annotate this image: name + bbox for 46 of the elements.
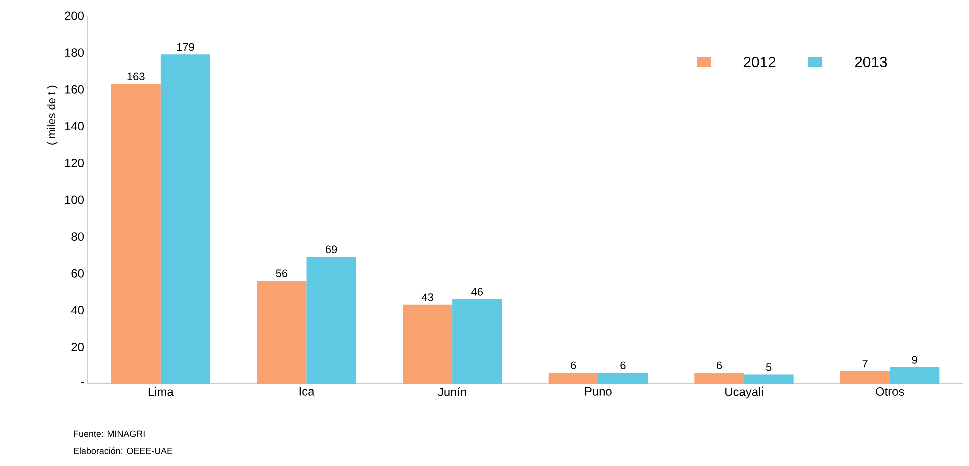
y-tick-label: 40 xyxy=(71,306,84,315)
data-label: 7 xyxy=(862,360,868,368)
data-label: 6 xyxy=(716,362,722,370)
bar xyxy=(306,257,356,384)
x-tick-label: Junín xyxy=(438,388,466,396)
text: Elaboración: OEEE-UAE xyxy=(74,448,173,454)
data-label: 69 xyxy=(326,246,338,254)
y-tick-label: 160 xyxy=(65,85,84,94)
bar xyxy=(694,372,744,384)
bar xyxy=(840,371,890,384)
y-tick-label: 60 xyxy=(72,269,84,278)
x-tick-label: Ucayali xyxy=(726,388,764,399)
y-tick-label: 100 xyxy=(65,196,84,204)
x-tick-label: Lima xyxy=(148,388,174,396)
data-label: 6 xyxy=(571,362,576,370)
legend-label: 2012 xyxy=(744,56,776,68)
data-label: 9 xyxy=(912,356,918,364)
y-axis-title: ( miles de t ) xyxy=(47,86,58,145)
y-tick-label: 80 xyxy=(72,232,84,242)
bar xyxy=(744,374,794,384)
data-label: 163 xyxy=(128,72,145,81)
y-tick-label: 120 xyxy=(65,158,84,168)
x-tick-label: Ica xyxy=(300,388,315,396)
x-tick-label: Otros xyxy=(876,388,904,396)
data-label: 43 xyxy=(422,294,434,302)
source-note: Fuente: MINAGRI xyxy=(74,430,145,438)
bar xyxy=(452,299,502,384)
y-tick-label: 180 xyxy=(65,48,84,58)
data-label: 5 xyxy=(766,364,772,372)
y-tick-label: 140 xyxy=(65,122,84,131)
data-label: 179 xyxy=(177,43,194,52)
bar xyxy=(548,372,598,384)
data-label: 46 xyxy=(472,288,483,296)
bar xyxy=(403,304,453,384)
bar xyxy=(160,54,210,384)
data-label: 56 xyxy=(276,270,288,278)
bar xyxy=(890,367,940,384)
y-tick-label: 20 xyxy=(72,342,84,352)
bar xyxy=(598,372,648,384)
y-tick-label: 200 xyxy=(65,12,84,20)
data-label: 6 xyxy=(620,362,626,370)
y-tick-label: - xyxy=(81,382,84,384)
legend-label: 2013 xyxy=(855,56,888,68)
bar xyxy=(111,84,161,384)
bar xyxy=(257,280,307,384)
x-tick-label: Puno xyxy=(585,388,612,396)
